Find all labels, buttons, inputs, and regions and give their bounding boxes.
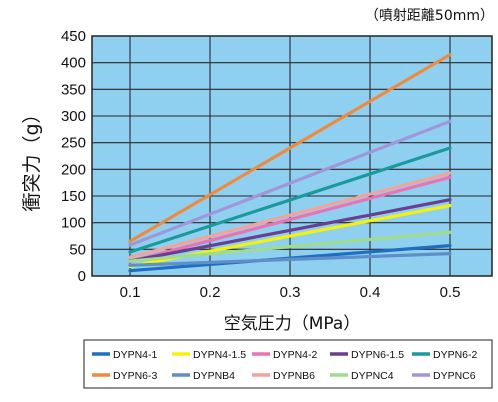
y-tick-label: 350 [61,81,86,98]
series-line-dypn4-2 [128,175,452,264]
y-tick-label: 300 [61,108,86,125]
x-tick-label: 0.1 [120,284,141,301]
legend-label: DYPN6-3 [113,370,158,382]
legend-label: DYPN4-1.5 [193,349,246,361]
series-line-dypn6-3 [128,53,452,243]
y-tick-label: 400 [61,55,86,72]
y-tick-label: 450 [61,28,86,45]
x-tick-label: 0.5 [440,284,461,301]
series-lines [128,53,452,273]
y-tick-label: 0 [78,268,86,285]
series-line-dypnc6 [128,119,452,247]
x-axis-label: 空気圧力（MPa） [224,314,361,334]
series-line-dypnc4 [128,230,452,263]
x-tick-label: 0.4 [360,284,381,301]
series-line-dypn6-1-5 [128,198,452,263]
y-axis-tick-labels: 0 50 100 150 200 250 300 350 400 450 [61,28,86,285]
y-tick-label: 100 [61,215,86,232]
chart-note: （噴射距離50mm） [365,7,494,24]
series-line-dypnb4 [128,252,452,267]
series-line-dypn6-2 [128,146,452,254]
grid-lines [92,36,492,276]
legend-label: DYPN4-1 [113,349,158,361]
y-axis-label: 衝突力（g） [21,104,43,211]
legend-label: DYPNB4 [193,370,235,382]
y-tick-label: 250 [61,135,86,152]
legend-label: DYPN6-2 [433,349,478,361]
legend-label: DYPNB6 [273,370,315,382]
y-tick-label: 150 [61,188,86,205]
series-line-dypnb6 [128,171,452,259]
x-tick-label: 0.3 [280,284,301,301]
legend-label: DYPN4-2 [273,349,318,361]
legend: DYPN4-1 DYPN4-1.5 DYPN4-2 DYPN6-1.5 DYPN6-2 D… [92,349,478,382]
legend-label: DYPNC6 [433,370,476,382]
legend-label: DYPN6-1.5 [351,349,404,361]
x-tick-label: 0.2 [200,284,221,301]
legend-label: DYPNC4 [351,370,394,382]
x-axis-tick-labels: 0.1 0.2 0.3 0.4 0.5 [120,284,461,301]
y-tick-label: 50 [69,241,86,258]
legend-box [83,339,493,389]
plot-area [91,35,493,277]
y-tick-label: 200 [61,161,86,178]
